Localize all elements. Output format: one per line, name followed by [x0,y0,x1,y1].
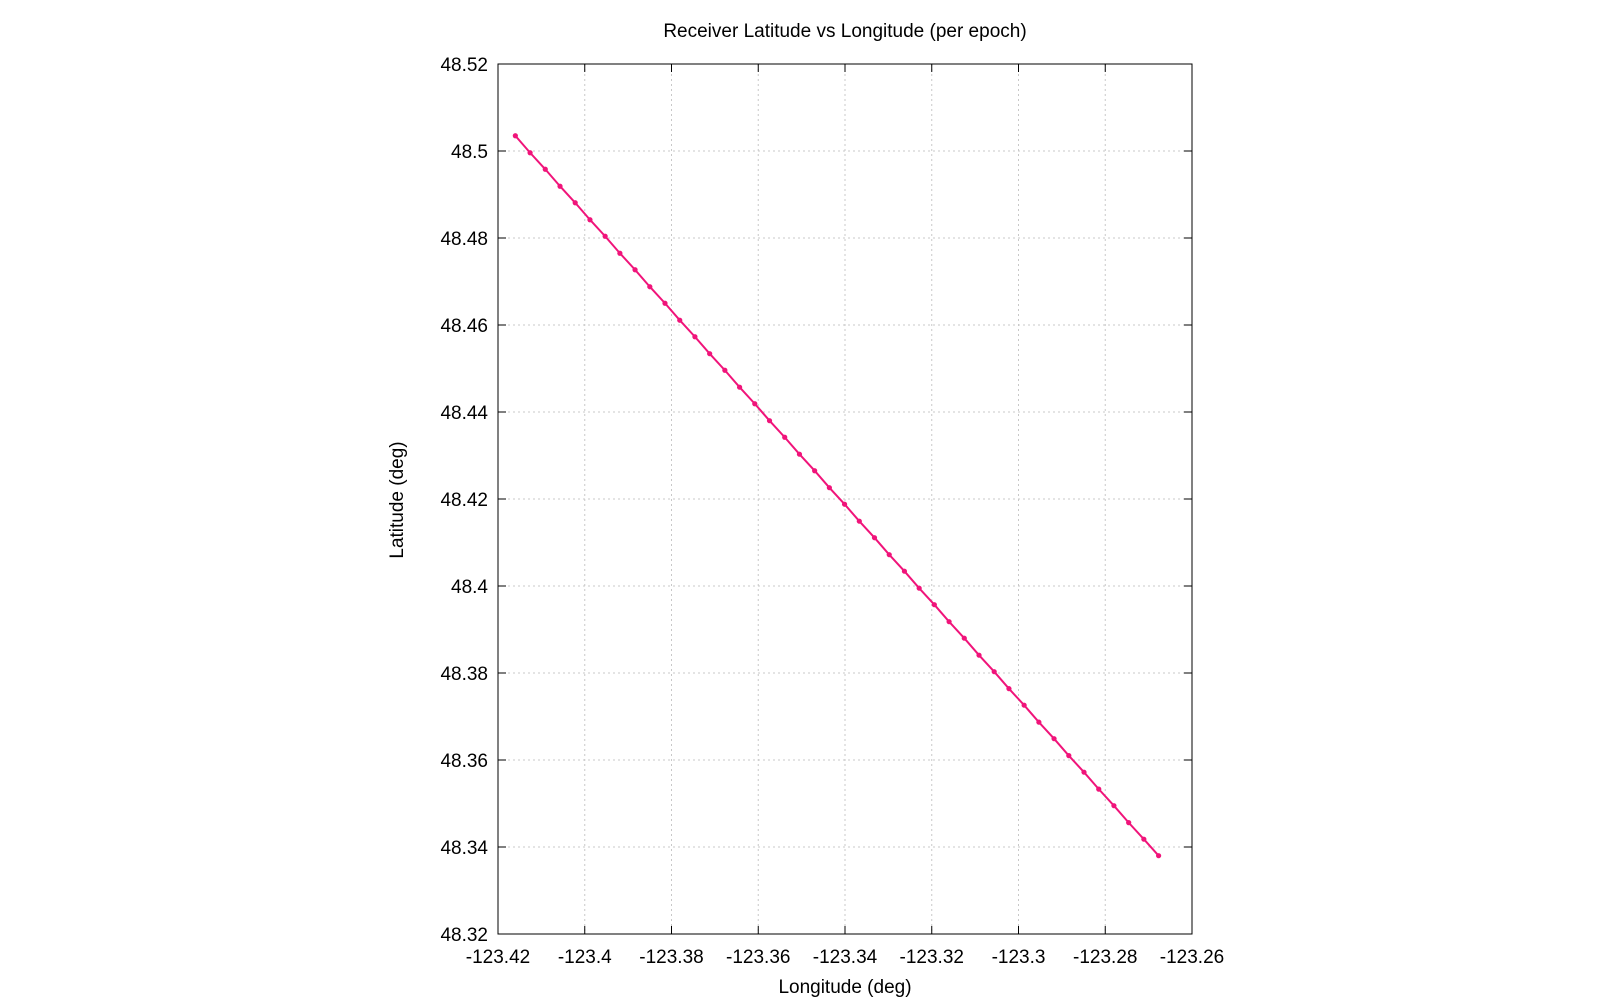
x-tick-label: -123.42 [466,947,530,968]
y-tick-label: 48.34 [440,838,488,859]
y-tick-label: 48.48 [440,229,488,250]
y-tick-label: 48.5 [451,142,488,163]
y-tick-label: 48.52 [440,55,488,76]
data-point [527,150,533,156]
data-point [677,317,683,323]
grid-lines [498,64,1192,934]
x-tick-label: -123.38 [639,947,703,968]
data-point [871,535,878,541]
data-point [662,300,668,306]
x-tick-label: -123.3 [992,947,1046,968]
series-group [512,133,1162,859]
data-point [886,552,892,558]
y-tick-label: 48.36 [440,751,488,772]
data-point [736,384,743,390]
y-tick-label: 48.32 [440,925,488,946]
data-point [812,468,818,474]
data-point [1036,719,1042,725]
data-point [856,518,862,524]
data-point [572,200,578,206]
x-tick-label: -123.4 [558,947,612,968]
data-point [602,233,608,239]
data-point [1096,786,1102,792]
x-tick-label: -123.28 [1073,947,1137,968]
data-point [976,652,982,658]
x-tick-label: -123.32 [900,947,964,968]
data-point [692,334,698,340]
data-point [557,183,563,189]
data-point [901,568,908,574]
data-point [796,451,803,457]
data-point [782,434,788,440]
y-tick-label: 48.38 [440,664,488,685]
data-point [1156,853,1162,859]
data-point [931,602,937,608]
tick-labels: -123.42 -123.4 -123.38 -123.36 -123.34 -123.3… [440,55,1224,968]
y-tick-label: 48.4 [451,577,488,598]
data-point [946,619,952,625]
y-tick-label: 48.46 [440,316,488,337]
y-tick-label: 48.44 [440,403,488,424]
data-point [1006,686,1012,692]
data-point [1141,836,1147,842]
data-point [587,217,593,223]
data-point [632,267,638,273]
data-point [1051,736,1057,742]
data-point [707,351,713,357]
x-tick-label: -123.26 [1160,947,1224,968]
data-point [617,250,623,256]
data-point [826,485,832,491]
data-point [841,501,848,507]
data-point [647,284,653,290]
x-axis-label: Longitude (deg) [778,977,912,998]
data-point [1081,769,1087,775]
data-point [916,585,922,591]
data-point [722,367,728,373]
plot-frame [497,63,1193,935]
x-tick-label: -123.36 [726,947,790,968]
data-point [542,166,548,172]
data-point [1126,820,1132,826]
series-line [514,135,1160,857]
data-point [991,669,997,675]
data-point [1111,803,1117,809]
data-point [766,418,773,424]
y-tick-label: 48.42 [440,490,488,511]
x-tick-label: -123.34 [813,947,878,968]
data-point [961,635,967,641]
data-point [512,133,518,139]
data-point [752,401,758,407]
data-point [1021,702,1027,708]
data-point [1066,753,1072,759]
chart-title: Receiver Latitude vs Longitude (per epoc… [663,21,1027,42]
